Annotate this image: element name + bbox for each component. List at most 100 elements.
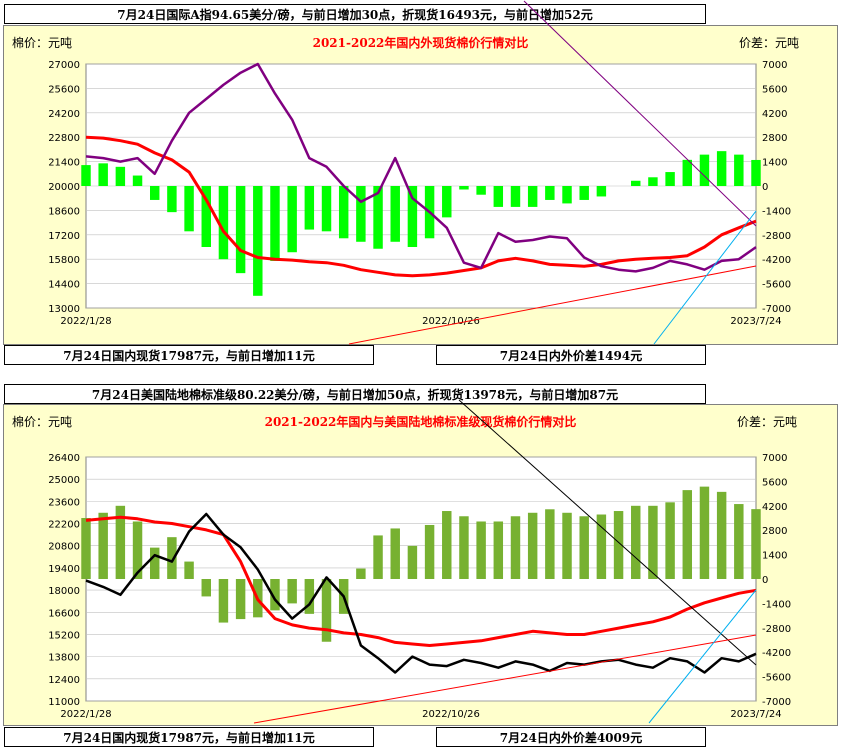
chart1-ytick-left: 21400: [48, 158, 80, 169]
chart1-ytick-left: 22800: [48, 133, 80, 144]
chart2-spread-bar: [356, 568, 366, 579]
chart2-spread-bar: [682, 490, 693, 579]
chart2-spread-bar: [184, 561, 194, 579]
chart2-spread-bar: [545, 509, 555, 579]
chart1-spread-bar: [167, 186, 177, 213]
chart2-spread-bar: [510, 516, 521, 579]
chart2-spread-bar: [648, 505, 658, 579]
chart2-footer-left: 7月24日国内现货17987元，与前日增加11元: [4, 727, 374, 747]
chart1-spread-bar: [287, 186, 297, 253]
chart2-spread-bar: [373, 535, 383, 579]
chart1-ytick-left: 17200: [48, 231, 80, 242]
chart1-spread-bar: [253, 186, 263, 296]
chart1-spread-bar: [631, 180, 641, 186]
chart1-spread-bar: [510, 186, 521, 207]
chart2-spread-bar: [527, 512, 538, 579]
chart1-ytick-right: 5600: [762, 84, 787, 95]
chart1-spread-bar: [476, 186, 486, 195]
chart1-spread-bar: [235, 186, 246, 274]
chart1-spread-bar: [699, 154, 710, 186]
chart1-spread-bar: [132, 175, 143, 186]
chart1-spread-bar: [596, 186, 607, 197]
chart2-ytick-left: 23600: [48, 497, 80, 508]
chart1-ytick-right: -4200: [762, 255, 791, 266]
chart1-xtick: 2023/7/24: [730, 316, 781, 327]
chart2-header: 7月24日美国陆地棉标准级80.22美分/磅，与前日增加50点，折现货13978…: [4, 384, 706, 404]
chart2-ytick-left: 26400: [48, 453, 80, 464]
chart2-spread-bar: [459, 516, 469, 579]
chart1-spread-bar: [270, 186, 280, 261]
chart2-ytick-left: 20800: [48, 542, 80, 553]
chart1-spread-bar: [115, 166, 126, 186]
chart2-panel: 2021-2022年国内与美国陆地棉标准级现货棉价行情对比 棉价：元吨 价差：元…: [3, 399, 838, 726]
chart1-spread-bar: [338, 186, 349, 239]
chart2-title: 2021-2022年国内与美国陆地棉标准级现货棉价行情对比: [264, 415, 577, 429]
chart1-spread-bar: [648, 177, 658, 186]
chart1-spread-bar: [442, 186, 452, 218]
chart1-spread-bar: [373, 186, 383, 249]
chart2-ytick-left: 19400: [48, 564, 80, 575]
chart1-spread-bar: [321, 186, 332, 232]
chart1-ytick-left: 18600: [48, 206, 80, 217]
chart2-xtick: 2023/7/24: [730, 709, 781, 720]
chart1-panel: 2021-2022年国内外现货棉价行情对比 棉价：元吨 价差：元吨 27000 2…: [3, 0, 838, 345]
chart2-spread-bar: [407, 545, 418, 579]
chart1-spread-bar: [579, 186, 589, 200]
chart2-spread-bar: [562, 512, 572, 579]
chart2-spread-bar: [390, 528, 400, 579]
chart1-title: 2021-2022年国内外现货棉价行情对比: [312, 36, 529, 50]
chart1-ytick-right: 4200: [762, 109, 787, 120]
chart2-plot: 26400 25000 23600 22200 20800 19400 18000 16600…: [48, 399, 791, 724]
chart1-ytick-right: 0: [762, 182, 768, 193]
chart1-xtick: 2022/1/28: [60, 316, 111, 327]
chart1-spread-bar: [734, 154, 744, 186]
chart1-spread-bar: [98, 163, 108, 186]
chart2-ytick-left: 18000: [48, 586, 80, 597]
chart2-spread-bar: [442, 511, 452, 579]
chart2-price-line-1: [85, 512, 757, 674]
chart2-xtick: 2022/1/28: [60, 709, 111, 720]
chart1-spread-bar: [665, 172, 675, 186]
chart2-left-unit: 棉价：元吨: [12, 415, 73, 429]
chart1-ytick-right: -7000: [762, 304, 791, 315]
chart2-right-unit: 价差：元吨: [736, 415, 797, 429]
chart1-ytick-right: -1400: [762, 206, 791, 217]
chart2-ytick-right: 5600: [762, 477, 787, 488]
chart1-spread-bar: [493, 186, 504, 207]
chart1-footer-right: 7月24日内外价差1494元: [436, 345, 706, 365]
chart2-spread-bar: [734, 504, 744, 579]
chart1-arrow-purple: [523, 0, 757, 227]
chart1-spread-bar: [562, 186, 572, 204]
chart1-xtick: 2022/10/26: [422, 316, 480, 327]
chart2-spread-bar: [699, 486, 710, 579]
chart1-ytick-left: 15800: [48, 255, 80, 266]
chart2-spread-bar: [235, 579, 246, 620]
chart2-spread-bar: [424, 524, 435, 579]
chart1-ytick-right: 7000: [762, 60, 787, 71]
chart1-spread-bar: [459, 186, 469, 190]
chart1-spread-bar: [81, 165, 91, 186]
chart2-price-line-0: [85, 515, 757, 647]
chart1-ytick-left: 24200: [48, 109, 80, 120]
chart2-spread-bar: [98, 512, 108, 579]
chart1-ytick-left: 27000: [48, 60, 80, 71]
chart1-ytick-left: 20000: [48, 182, 80, 193]
chart2-arrow-blue: [648, 589, 757, 724]
chart2-ytick-left: 22200: [48, 520, 80, 531]
chart1-footer-left: 7月24日国内现货17987元，与前日增加11元: [4, 345, 374, 365]
chart2-spread-bar: [132, 521, 143, 579]
chart2-spread-bar: [218, 579, 229, 623]
chart2-ytick-right: 4200: [762, 502, 787, 513]
chart2-ytick-left: 16600: [48, 608, 80, 619]
chart1-spread-bar: [218, 186, 229, 260]
chart2-spread-bar: [493, 521, 504, 579]
chart1-ytick-left: 14400: [48, 280, 80, 291]
chart2-spread-bar: [270, 579, 280, 611]
chart2-ytick-left: 15200: [48, 630, 80, 641]
chart2-spread-bar: [201, 579, 211, 597]
chart1-spread-bar: [527, 186, 538, 207]
chart2-arrow-red: [253, 634, 757, 724]
chart1-spread-bar: [149, 186, 160, 200]
chart1-header: 7月24日国际A指94.65美分/磅，与前日增加30点，折现货16493元，与前…: [4, 4, 706, 24]
chart1-right-unit: 价差：元吨: [738, 36, 799, 50]
